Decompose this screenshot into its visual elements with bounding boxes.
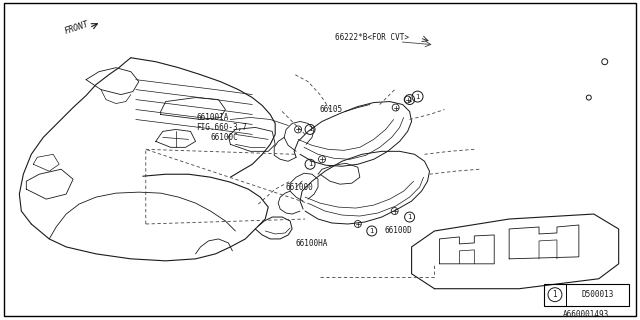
Text: 66105: 66105 bbox=[320, 105, 343, 114]
Text: FIG.660-3,7: FIG.660-3,7 bbox=[196, 123, 248, 132]
Text: 1: 1 bbox=[369, 228, 374, 234]
Text: 66100IA: 66100IA bbox=[196, 113, 229, 122]
Text: 1: 1 bbox=[415, 93, 420, 100]
Text: 1: 1 bbox=[308, 161, 312, 167]
Text: 66222*B<FOR CVT>: 66222*B<FOR CVT> bbox=[335, 33, 409, 42]
Text: 1: 1 bbox=[308, 126, 312, 132]
Text: 66100HA: 66100HA bbox=[295, 239, 328, 248]
Text: 66100C: 66100C bbox=[211, 133, 238, 142]
Text: FRONT: FRONT bbox=[63, 20, 90, 36]
Text: 66100D: 66100D bbox=[385, 227, 412, 236]
Bar bbox=[544, 284, 628, 306]
Text: D500013: D500013 bbox=[582, 290, 614, 299]
Text: 661000: 661000 bbox=[285, 183, 313, 192]
Text: 1: 1 bbox=[407, 97, 412, 102]
Text: 1: 1 bbox=[407, 214, 412, 220]
Text: A660001493: A660001493 bbox=[563, 310, 609, 319]
Text: 1: 1 bbox=[552, 290, 557, 299]
